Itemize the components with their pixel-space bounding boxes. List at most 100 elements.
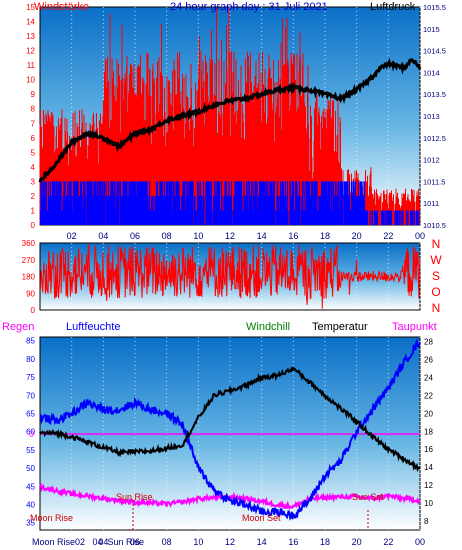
wind-left-tick-label: 7 bbox=[31, 119, 36, 128]
taupunkt-series-line bbox=[39, 482, 421, 511]
temperatur-label: Temperatur bbox=[312, 321, 368, 333]
pressure-right-tick-label: 1013 bbox=[423, 112, 440, 121]
direction-tick-label: 0 bbox=[31, 306, 36, 315]
compass-label: N bbox=[432, 237, 441, 251]
regen-label: Regen bbox=[2, 321, 34, 333]
wind-x-tick-label: 12 bbox=[225, 231, 235, 241]
climate-x-tick-label: 14 bbox=[257, 537, 267, 547]
temperature-right-axis: 8 10 12 14 16 18 20 22 24 26 28 bbox=[424, 337, 433, 526]
wind-left-tick-label: 3 bbox=[31, 177, 36, 186]
climate-x-tick-label: 00 bbox=[415, 537, 425, 547]
pressure-right-tick-label: 1011.5 bbox=[423, 177, 445, 186]
windstaerke-label: Windstärke bbox=[34, 1, 89, 13]
temperature-tick-label: 22 bbox=[424, 391, 433, 400]
temperature-tick-label: 12 bbox=[424, 481, 433, 490]
humidity-tick-label: 40 bbox=[26, 501, 35, 510]
temperatur-series-line bbox=[39, 366, 421, 473]
humidity-tick-label: 80 bbox=[26, 355, 35, 364]
windchill-label: Windchill bbox=[246, 321, 290, 333]
pressure-right-tick-label: 1010.5 bbox=[423, 221, 446, 230]
bottom-x-axis-labels: Moon Rise02 04 Sun Rise bbox=[32, 537, 152, 547]
climate-x-tick-label: 16 bbox=[288, 537, 298, 547]
luftfeuchte-series-line bbox=[39, 338, 421, 521]
wind-direction-series bbox=[39, 243, 421, 309]
direction-tick-label: 180 bbox=[22, 273, 36, 282]
humidity-left-axis: 35 40 45 50 55 60 65 70 75 80 85 bbox=[26, 337, 35, 528]
moon-rise-annotation: Moon Rise bbox=[30, 513, 73, 523]
temperature-tick-label: 10 bbox=[424, 499, 433, 508]
sun-set-annotation: Sun Set bbox=[352, 492, 385, 502]
compass-label: W bbox=[430, 253, 442, 267]
compass-label: S bbox=[432, 269, 440, 283]
pressure-right-tick-label: 1012 bbox=[423, 156, 440, 165]
wind-left-tick-label: 2 bbox=[31, 192, 36, 201]
temperature-tick-label: 14 bbox=[424, 463, 433, 472]
pressure-right-tick-label: 1015 bbox=[423, 25, 440, 34]
humidity-tick-label: 75 bbox=[26, 373, 35, 382]
sun-rise-annotation: Sun Rise bbox=[116, 492, 153, 502]
wind-left-tick-label: 8 bbox=[31, 105, 36, 114]
temperature-tick-label: 20 bbox=[424, 409, 433, 418]
humidity-tick-label: 65 bbox=[26, 409, 35, 418]
climate-x-tick-label: 20 bbox=[352, 537, 362, 547]
pressure-series-line bbox=[38, 57, 422, 183]
humidity-tick-label: 55 bbox=[26, 446, 35, 455]
climate-x-tick-label: 04 bbox=[98, 537, 108, 547]
chart-title: 24 hour graph day : 31 Juli 2021 bbox=[170, 1, 328, 13]
compass-label: O bbox=[431, 285, 440, 299]
climate-x-tick-label: 06 bbox=[130, 537, 140, 547]
wind-left-tick-label: 4 bbox=[31, 163, 36, 172]
pressure-right-tick-label: 1013.5 bbox=[423, 90, 446, 99]
wind-gridlines bbox=[71, 7, 421, 225]
pressure-right-axis: 1010.5 1011 1011.5 1012 1012.5 1013 1013.5 1014… bbox=[423, 3, 446, 230]
pressure-right-tick-label: 1012.5 bbox=[423, 134, 446, 143]
pressure-right-tick-label: 1015.5 bbox=[423, 3, 446, 12]
humidity-tick-label: 50 bbox=[26, 464, 35, 473]
temperature-tick-label: 16 bbox=[424, 445, 433, 454]
wind-x-tick-label: 10 bbox=[193, 231, 203, 241]
humidity-tick-label: 70 bbox=[26, 391, 35, 400]
wind-x-tick-label: 16 bbox=[288, 231, 298, 241]
temperature-tick-label: 18 bbox=[424, 427, 433, 436]
pressure-right-tick-label: 1011 bbox=[423, 199, 439, 208]
wind-left-tick-label: 5 bbox=[31, 148, 36, 157]
wind-left-tick-label: 9 bbox=[31, 90, 36, 99]
wind-x-tick-label: 08 bbox=[162, 231, 172, 241]
wind-left-tick-label: 10 bbox=[26, 76, 35, 85]
luftdruck-label: Luftdruck bbox=[370, 1, 416, 13]
direction-tick-label: 90 bbox=[26, 289, 35, 298]
pressure-right-tick-label: 1014 bbox=[423, 68, 440, 77]
wind-left-tick-label: 14 bbox=[26, 18, 35, 27]
wind-x-tick-label: 18 bbox=[320, 231, 330, 241]
wind-left-tick-label: 6 bbox=[31, 134, 36, 143]
humidity-tick-label: 45 bbox=[26, 482, 35, 491]
wind-x-tick-label: 22 bbox=[383, 231, 393, 241]
direction-left-axis: 0 90 180 270 360 bbox=[22, 239, 36, 315]
wind-x-tick-label: 00 bbox=[415, 231, 425, 241]
temperature-tick-label: 28 bbox=[424, 337, 433, 346]
temperature-tick-label: 26 bbox=[424, 355, 433, 364]
wind-left-tick-label: 0 bbox=[31, 221, 36, 230]
luftfeuchte-label: Luftfeuchte bbox=[66, 321, 120, 333]
compass-label: N bbox=[432, 301, 441, 315]
climate-x-tick-label: 22 bbox=[383, 537, 393, 547]
wind-left-tick-label: 12 bbox=[26, 47, 35, 56]
wind-left-tick-label: 15 bbox=[26, 3, 35, 12]
climate-x-axis: 04 06 08 10 12 14 16 18 20 22 00 bbox=[98, 537, 425, 547]
wind-left-tick-label: 11 bbox=[27, 61, 36, 70]
direction-tick-label: 360 bbox=[22, 239, 36, 248]
pressure-right-tick-label: 1014.5 bbox=[423, 47, 446, 56]
wind-x-tick-label: 14 bbox=[257, 231, 267, 241]
humidity-tick-label: 35 bbox=[26, 519, 35, 528]
average-wind-bar-series bbox=[39, 181, 420, 225]
wind-x-tick-label: 06 bbox=[130, 231, 140, 241]
rain-zero-label: 0 bbox=[29, 429, 34, 439]
wind-x-axis: 02 04 06 08 10 12 14 16 18 20 22 00 bbox=[67, 231, 425, 241]
climate-x-tick-label: 18 bbox=[320, 537, 330, 547]
average-wind-series bbox=[39, 181, 420, 225]
humidity-tick-label: 85 bbox=[26, 337, 35, 346]
moon-set-annotation: Moon Set bbox=[242, 513, 281, 523]
